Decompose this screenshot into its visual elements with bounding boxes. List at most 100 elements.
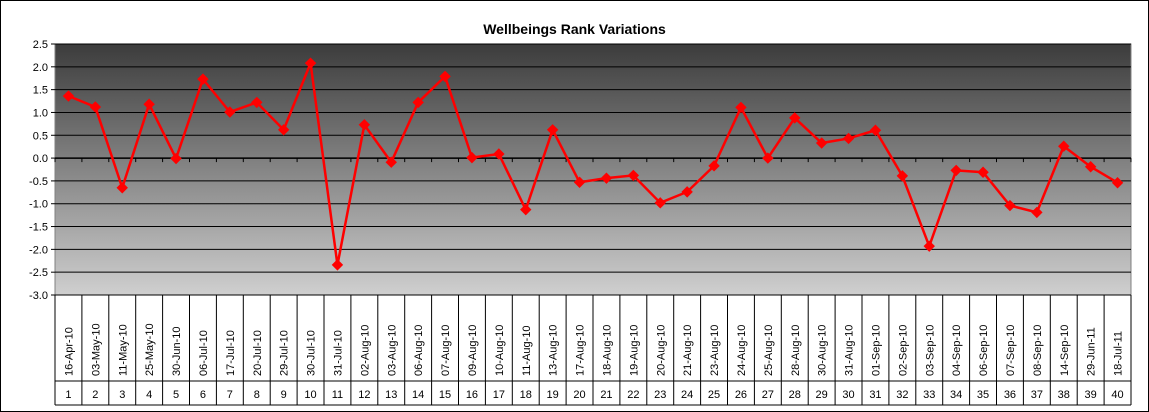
x-tick-label: 02-Aug-10 [359, 325, 371, 376]
x-tick-label: 03-Sep-10 [924, 325, 936, 376]
x-tick-label: 10-Aug-10 [494, 325, 506, 376]
data-point-marker [1111, 177, 1124, 189]
x-tick-label: 16-Apr-10 [63, 327, 75, 376]
x-tick-label: 04-Sep-10 [951, 325, 963, 376]
x-tick-label: 21-Aug-10 [682, 325, 694, 376]
data-point-marker [170, 152, 182, 165]
data-point-marker [842, 132, 855, 145]
x-index-label: 2 [92, 389, 98, 401]
data-point-marker [251, 96, 263, 109]
x-tick-label: 29-Jun-11 [1086, 327, 1098, 376]
x-tick-label: 30-Jun-10 [171, 326, 183, 376]
y-tick-label: -3.0 [29, 290, 48, 302]
data-point-marker [600, 172, 613, 184]
x-axis-category-table: 16-Apr-10 1 03-May-10 2 11-May-10 3 25-May-10 4… [54, 295, 1132, 406]
x-index-label: 5 [173, 389, 179, 401]
x-index-label: 3 [119, 389, 125, 401]
y-axis-ticks: 2.5 2.0 1.5 1.0 0.5 0.0 -0.5 -1.0 -1.5 -2.0 -2.5 -3… [29, 39, 55, 302]
y-tick-label: -2.0 [29, 244, 48, 256]
x-tick-label: 23-Aug-10 [709, 325, 721, 376]
data-point-marker [116, 182, 128, 194]
x-tick-label: 08-Sep-10 [1032, 325, 1044, 376]
x-index-label: 24 [681, 389, 693, 401]
x-tick-label: 31-Aug-10 [844, 325, 856, 376]
data-point-marker [1084, 161, 1097, 173]
series-markers [62, 57, 1124, 271]
plot-area [54, 43, 1132, 296]
x-index-label: 39 [1085, 389, 1097, 401]
x-tick-label: 28-Aug-10 [790, 325, 802, 376]
x-tick-label: 30-Jul-10 [306, 330, 318, 376]
x-index-label: 17 [493, 389, 505, 401]
data-point-marker [789, 112, 801, 124]
data-point-marker [1031, 206, 1043, 219]
data-point-marker [977, 166, 989, 178]
x-tick-label: 07-Aug-10 [440, 325, 452, 376]
x-index-label: 30 [842, 389, 854, 401]
x-index-label: 31 [869, 389, 881, 401]
x-tick-label: 19-Aug-10 [628, 325, 640, 376]
x-index-label: 20 [573, 389, 585, 401]
x-tick-label: 11-Aug-10 [521, 325, 533, 376]
x-tick-label: 06-Jul-10 [198, 330, 210, 376]
x-index-label: 38 [1058, 389, 1070, 401]
x-tick-label: 03-May-10 [90, 323, 102, 376]
x-tick-label: 02-Sep-10 [897, 325, 909, 376]
x-tick-label: 09-Aug-10 [467, 325, 479, 376]
y-tick-label: 2.0 [33, 62, 48, 74]
x-tick-label: 24-Aug-10 [736, 325, 748, 376]
x-index-label: 36 [1004, 389, 1016, 401]
x-tick-label: 11-May-10 [117, 324, 129, 376]
x-tick-label: 17-Aug-10 [575, 325, 587, 376]
x-index-label: 22 [627, 389, 639, 401]
data-point-marker [1004, 199, 1016, 212]
data-point-marker [197, 73, 209, 85]
y-tick-label: -0.5 [29, 176, 48, 188]
x-index-label: 1 [65, 389, 71, 401]
data-point-marker [681, 186, 693, 198]
x-index-label: 14 [412, 389, 424, 401]
x-tick-label: 30-Aug-10 [817, 325, 829, 376]
x-index-label: 6 [200, 389, 206, 401]
x-index-label: 35 [977, 389, 989, 401]
data-point-marker [331, 259, 344, 271]
y-tick-label: 1.5 [33, 85, 48, 97]
x-index-label: 11 [332, 389, 343, 401]
x-index-label: 40 [1111, 389, 1123, 401]
x-index-label: 15 [439, 389, 451, 401]
x-tick-label: 18-Aug-10 [601, 325, 613, 376]
x-index-label: 21 [600, 389, 612, 401]
x-tick-label: 06-Aug-10 [413, 325, 425, 376]
y-tick-label: 0.5 [33, 130, 48, 142]
data-point-marker [277, 124, 290, 136]
x-tick-label: 31-Jul-10 [332, 330, 344, 376]
data-point-marker [735, 101, 747, 114]
x-index-label: 8 [254, 389, 260, 401]
y-tick-label: 2.5 [33, 39, 48, 51]
data-point-marker [950, 164, 962, 177]
x-tick-label: 18-Jul-11 [1113, 331, 1125, 376]
data-point-marker [573, 176, 586, 188]
series-line [67, 58, 1119, 266]
x-index-label: 10 [304, 389, 316, 401]
data-point-marker [304, 57, 317, 69]
data-point-marker [546, 124, 559, 136]
data-point-marker [627, 169, 640, 182]
x-tick-label: 25-Aug-10 [763, 325, 775, 376]
x-index-label: 26 [735, 389, 747, 401]
data-point-marker [493, 148, 505, 160]
x-index-label: 19 [547, 389, 559, 401]
data-point-marker [896, 170, 909, 182]
data-point-marker [923, 240, 935, 252]
data-point-marker [520, 203, 532, 216]
x-tick-label: 20-Jul-10 [252, 330, 264, 376]
x-tick-label: 29-Jul-10 [279, 330, 291, 376]
y-tick-label: 1.0 [33, 107, 48, 119]
x-index-label: 27 [762, 389, 774, 401]
data-point-marker [654, 197, 666, 209]
x-tick-label: 17-Jul-10 [225, 330, 237, 376]
data-point-marker [1058, 140, 1070, 152]
y-tick-label: 0.0 [33, 153, 48, 165]
x-tick-label: 25-May-10 [144, 323, 156, 376]
